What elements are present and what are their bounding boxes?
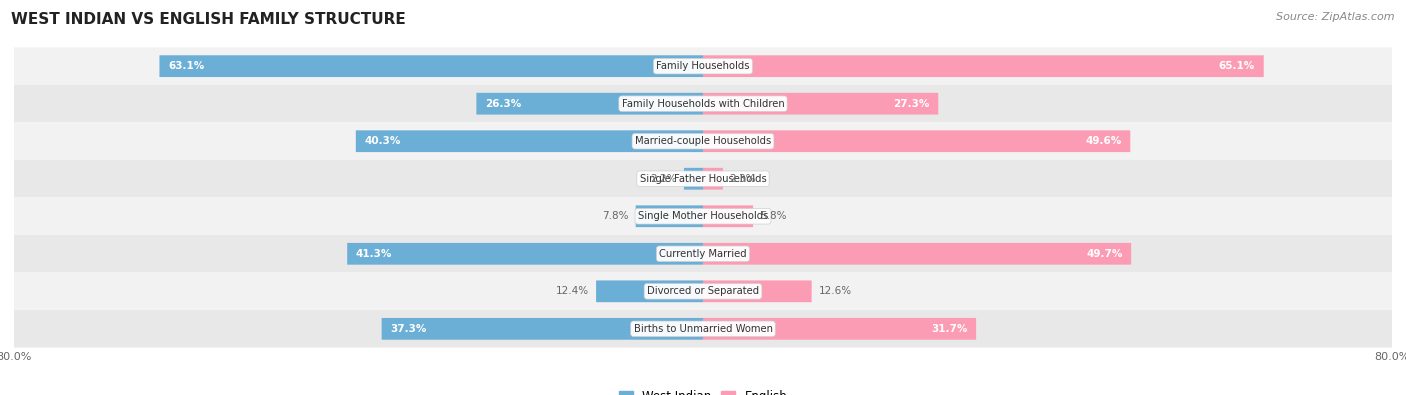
FancyBboxPatch shape (596, 280, 703, 302)
Text: 2.3%: 2.3% (730, 174, 756, 184)
FancyBboxPatch shape (14, 273, 1392, 310)
FancyBboxPatch shape (14, 310, 1392, 348)
Legend: West Indian, English: West Indian, English (614, 385, 792, 395)
Text: 37.3%: 37.3% (391, 324, 427, 334)
Text: 41.3%: 41.3% (356, 249, 392, 259)
Text: Births to Unmarried Women: Births to Unmarried Women (634, 324, 772, 334)
FancyBboxPatch shape (703, 318, 976, 340)
Text: 49.6%: 49.6% (1085, 136, 1122, 146)
FancyBboxPatch shape (703, 280, 811, 302)
Text: 49.7%: 49.7% (1085, 249, 1122, 259)
Text: Single Father Households: Single Father Households (640, 174, 766, 184)
Text: 63.1%: 63.1% (169, 61, 204, 71)
Text: 27.3%: 27.3% (893, 99, 929, 109)
FancyBboxPatch shape (14, 198, 1392, 235)
Text: 26.3%: 26.3% (485, 99, 522, 109)
Text: Source: ZipAtlas.com: Source: ZipAtlas.com (1277, 12, 1395, 22)
Text: 5.8%: 5.8% (759, 211, 786, 221)
Text: 31.7%: 31.7% (931, 324, 967, 334)
Text: 12.6%: 12.6% (818, 286, 852, 296)
FancyBboxPatch shape (14, 160, 1392, 198)
Text: Family Households with Children: Family Households with Children (621, 99, 785, 109)
FancyBboxPatch shape (683, 168, 703, 190)
FancyBboxPatch shape (14, 85, 1392, 122)
FancyBboxPatch shape (159, 55, 703, 77)
FancyBboxPatch shape (703, 205, 754, 227)
Text: 40.3%: 40.3% (364, 136, 401, 146)
Text: Single Mother Households: Single Mother Households (638, 211, 768, 221)
Text: Currently Married: Currently Married (659, 249, 747, 259)
Text: Divorced or Separated: Divorced or Separated (647, 286, 759, 296)
FancyBboxPatch shape (14, 235, 1392, 273)
Text: 12.4%: 12.4% (557, 286, 589, 296)
FancyBboxPatch shape (356, 130, 703, 152)
FancyBboxPatch shape (477, 93, 703, 115)
FancyBboxPatch shape (703, 55, 1264, 77)
Text: 65.1%: 65.1% (1219, 61, 1256, 71)
FancyBboxPatch shape (14, 122, 1392, 160)
Text: 7.8%: 7.8% (602, 211, 628, 221)
FancyBboxPatch shape (347, 243, 703, 265)
FancyBboxPatch shape (703, 93, 938, 115)
FancyBboxPatch shape (14, 47, 1392, 85)
FancyBboxPatch shape (703, 243, 1132, 265)
FancyBboxPatch shape (703, 130, 1130, 152)
Text: 2.2%: 2.2% (651, 174, 678, 184)
Text: Family Households: Family Households (657, 61, 749, 71)
FancyBboxPatch shape (703, 168, 723, 190)
Text: Married-couple Households: Married-couple Households (636, 136, 770, 146)
FancyBboxPatch shape (381, 318, 703, 340)
FancyBboxPatch shape (636, 205, 703, 227)
Text: WEST INDIAN VS ENGLISH FAMILY STRUCTURE: WEST INDIAN VS ENGLISH FAMILY STRUCTURE (11, 12, 406, 27)
